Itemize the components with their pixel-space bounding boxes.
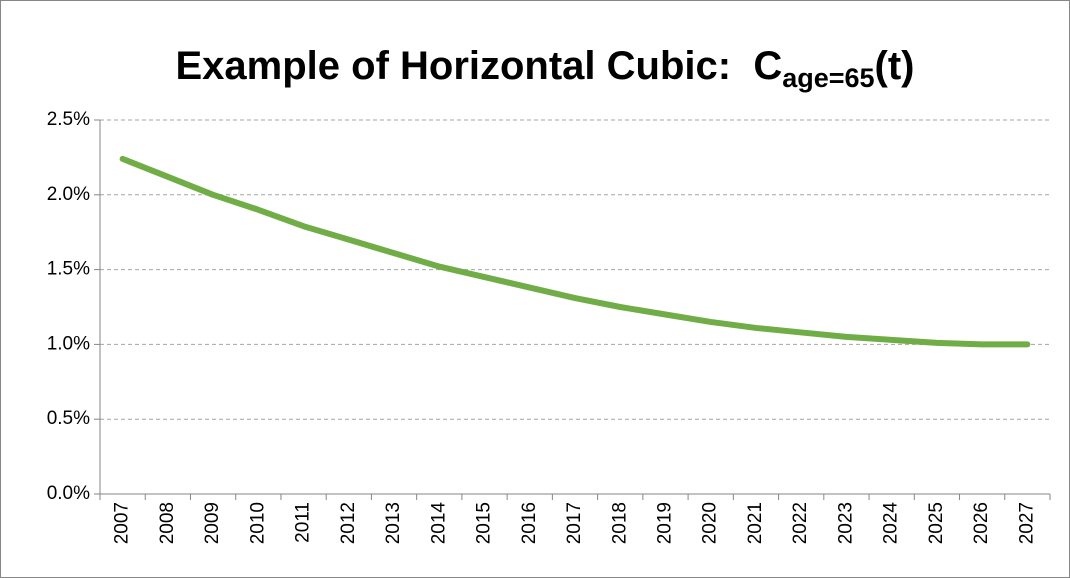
x-tick-label: 2017	[564, 502, 585, 544]
title-main: Example of Horizontal Cubic: C	[175, 44, 782, 88]
x-tick-label: 2014	[428, 502, 449, 545]
data-line	[119, 155, 1031, 348]
y-tick-label: 2.0%	[47, 184, 90, 205]
x-tick-label: 2010	[247, 502, 268, 544]
y-tick-label: 1.5%	[47, 259, 90, 280]
y-tick-label: 0.5%	[47, 408, 90, 429]
x-tick-label: 2015	[474, 502, 495, 544]
x-tick-label: 2027	[1016, 502, 1037, 544]
x-tick-label: 2021	[745, 502, 766, 544]
x-tick-label: 2026	[971, 502, 992, 544]
title-suffix: (t)	[875, 44, 915, 88]
x-tick-label: 2022	[790, 502, 811, 544]
title-subscript: age=65	[782, 63, 874, 93]
x-tick-label: 2011	[293, 502, 314, 543]
x-tick-label: 2016	[519, 502, 540, 544]
y-tick-label: 2.5%	[47, 109, 90, 130]
x-tick-label: 2019	[654, 502, 675, 544]
x-tick-label: 2023	[835, 502, 856, 544]
x-tick-label: 2020	[700, 502, 721, 544]
y-tick-label: 0.0%	[47, 483, 90, 504]
chart-title: Example of Horizontal Cubic: Cage=65(t)	[175, 44, 914, 94]
x-tick-label: 2007	[112, 502, 133, 544]
x-tick-label: 2013	[383, 502, 404, 544]
y-tick-label: 1.0%	[47, 333, 90, 354]
x-tick-label: 2024	[881, 502, 902, 545]
x-tick-label: 2009	[202, 502, 223, 544]
x-tick-label: 2018	[609, 502, 630, 544]
x-tick-label: 2012	[338, 502, 359, 544]
x-tick-label: 2008	[157, 502, 178, 544]
x-tick-label: 2025	[926, 502, 947, 544]
